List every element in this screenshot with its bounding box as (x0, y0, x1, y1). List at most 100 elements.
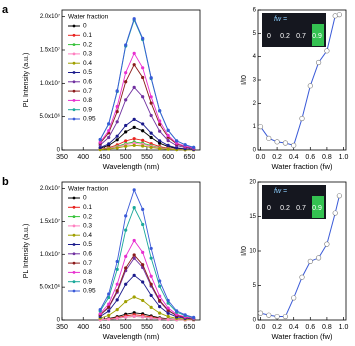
y-tick-label: 1.0x10⁷ (40, 251, 60, 258)
legend-marker (72, 108, 76, 112)
legend-marker (72, 215, 76, 219)
data-point (141, 263, 145, 267)
data-point (132, 314, 136, 318)
data-point (149, 282, 153, 286)
x-tick-label: 600 (162, 154, 174, 161)
legend-marker (72, 71, 76, 74)
y-tick-label: 5.0x10⁶ (40, 113, 61, 120)
data-point (257, 310, 264, 316)
data-point (158, 294, 162, 298)
data-point (124, 71, 128, 75)
y-tick-label: 3 (253, 78, 257, 84)
data-point (132, 51, 136, 55)
legend-marker (72, 271, 76, 274)
legend-label: 0.5 (83, 241, 92, 248)
x-axis-label: Water fraction (fw) (272, 332, 333, 341)
data-point (132, 238, 136, 243)
inset-glow (312, 196, 324, 218)
y-tick-label: 2 (253, 101, 257, 107)
x-tick-label: 0.4 (289, 324, 299, 331)
data-point (158, 129, 162, 133)
inset-label: 0.9 (312, 33, 322, 40)
legend-marker (72, 280, 76, 284)
data-point (316, 255, 322, 261)
data-point (124, 139, 128, 143)
data-point (158, 147, 162, 151)
x-tick-label: 350 (56, 324, 68, 331)
x-tick-label: 0.0 (256, 154, 266, 161)
legend-marker (72, 233, 76, 237)
data-point (291, 295, 297, 301)
data-point (307, 258, 313, 264)
legend-label: 0 (83, 195, 87, 202)
x-tick-label: 450 (99, 154, 111, 161)
legend-marker (72, 43, 76, 46)
x-tick-label: 550 (141, 154, 153, 161)
data-point (124, 80, 128, 84)
data-point (332, 210, 338, 216)
legend-marker (72, 243, 76, 246)
inset-label: 0 (267, 33, 271, 40)
inset-label: 0.7 (296, 33, 306, 40)
data-point (158, 298, 162, 303)
data-point (141, 315, 145, 319)
plot-frame (61, 181, 201, 321)
y-tick-label: 15 (249, 214, 256, 220)
data-point (107, 309, 111, 313)
legend-label: 0.95 (83, 116, 96, 123)
x-axis-label: Wavelength (nm) (103, 332, 160, 341)
x-tick-label: 0.0 (256, 324, 266, 331)
data-point (316, 59, 322, 66)
data-point (141, 75, 145, 80)
data-point (183, 313, 187, 317)
legend-label: 0 (83, 23, 87, 30)
data-point (192, 145, 196, 149)
y-tick-label: 4 (253, 54, 257, 60)
data-point (107, 305, 111, 309)
data-point (124, 266, 128, 270)
data-point (141, 222, 145, 227)
legend-marker (72, 99, 76, 102)
data-point (141, 95, 145, 99)
legend-label: 0.3 (83, 51, 92, 58)
legend-marker (72, 61, 76, 65)
data-point (299, 274, 305, 280)
data-point (124, 282, 128, 286)
data-point (107, 317, 111, 321)
data-point (299, 115, 305, 122)
data-point (149, 95, 153, 99)
data-point (141, 298, 145, 303)
legend-label: 0.4 (83, 60, 92, 67)
legend-label: 0.1 (83, 32, 92, 39)
data-point (282, 313, 288, 320)
x-tick-label: 0.2 (272, 154, 282, 161)
data-point (107, 142, 111, 146)
data-point (175, 139, 179, 143)
data-point (166, 306, 170, 310)
data-point (115, 289, 119, 293)
data-point (124, 144, 128, 148)
legend-label: 0.2 (83, 213, 92, 220)
data-point (98, 312, 102, 316)
data-point (257, 124, 264, 130)
data-point (132, 85, 136, 89)
y-axis-label: I/I0 (241, 246, 248, 256)
legend-marker (72, 252, 76, 256)
x-tick-label: 650 (184, 324, 196, 331)
legend-label: 0.4 (83, 232, 92, 239)
legend-marker (72, 196, 76, 200)
panel-label: a (2, 4, 9, 16)
data-point (132, 188, 136, 192)
legend-marker (72, 33, 76, 37)
data-point (132, 17, 136, 21)
data-point (149, 246, 153, 251)
legend-label: 0.6 (83, 79, 92, 86)
data-point (141, 280, 145, 284)
y-tick-label: 0 (253, 148, 257, 154)
data-point (132, 117, 136, 121)
data-point (141, 138, 145, 142)
data-point (158, 122, 162, 126)
data-point (175, 309, 179, 313)
data-point (98, 308, 102, 312)
legend-label: 0.95 (83, 288, 96, 295)
